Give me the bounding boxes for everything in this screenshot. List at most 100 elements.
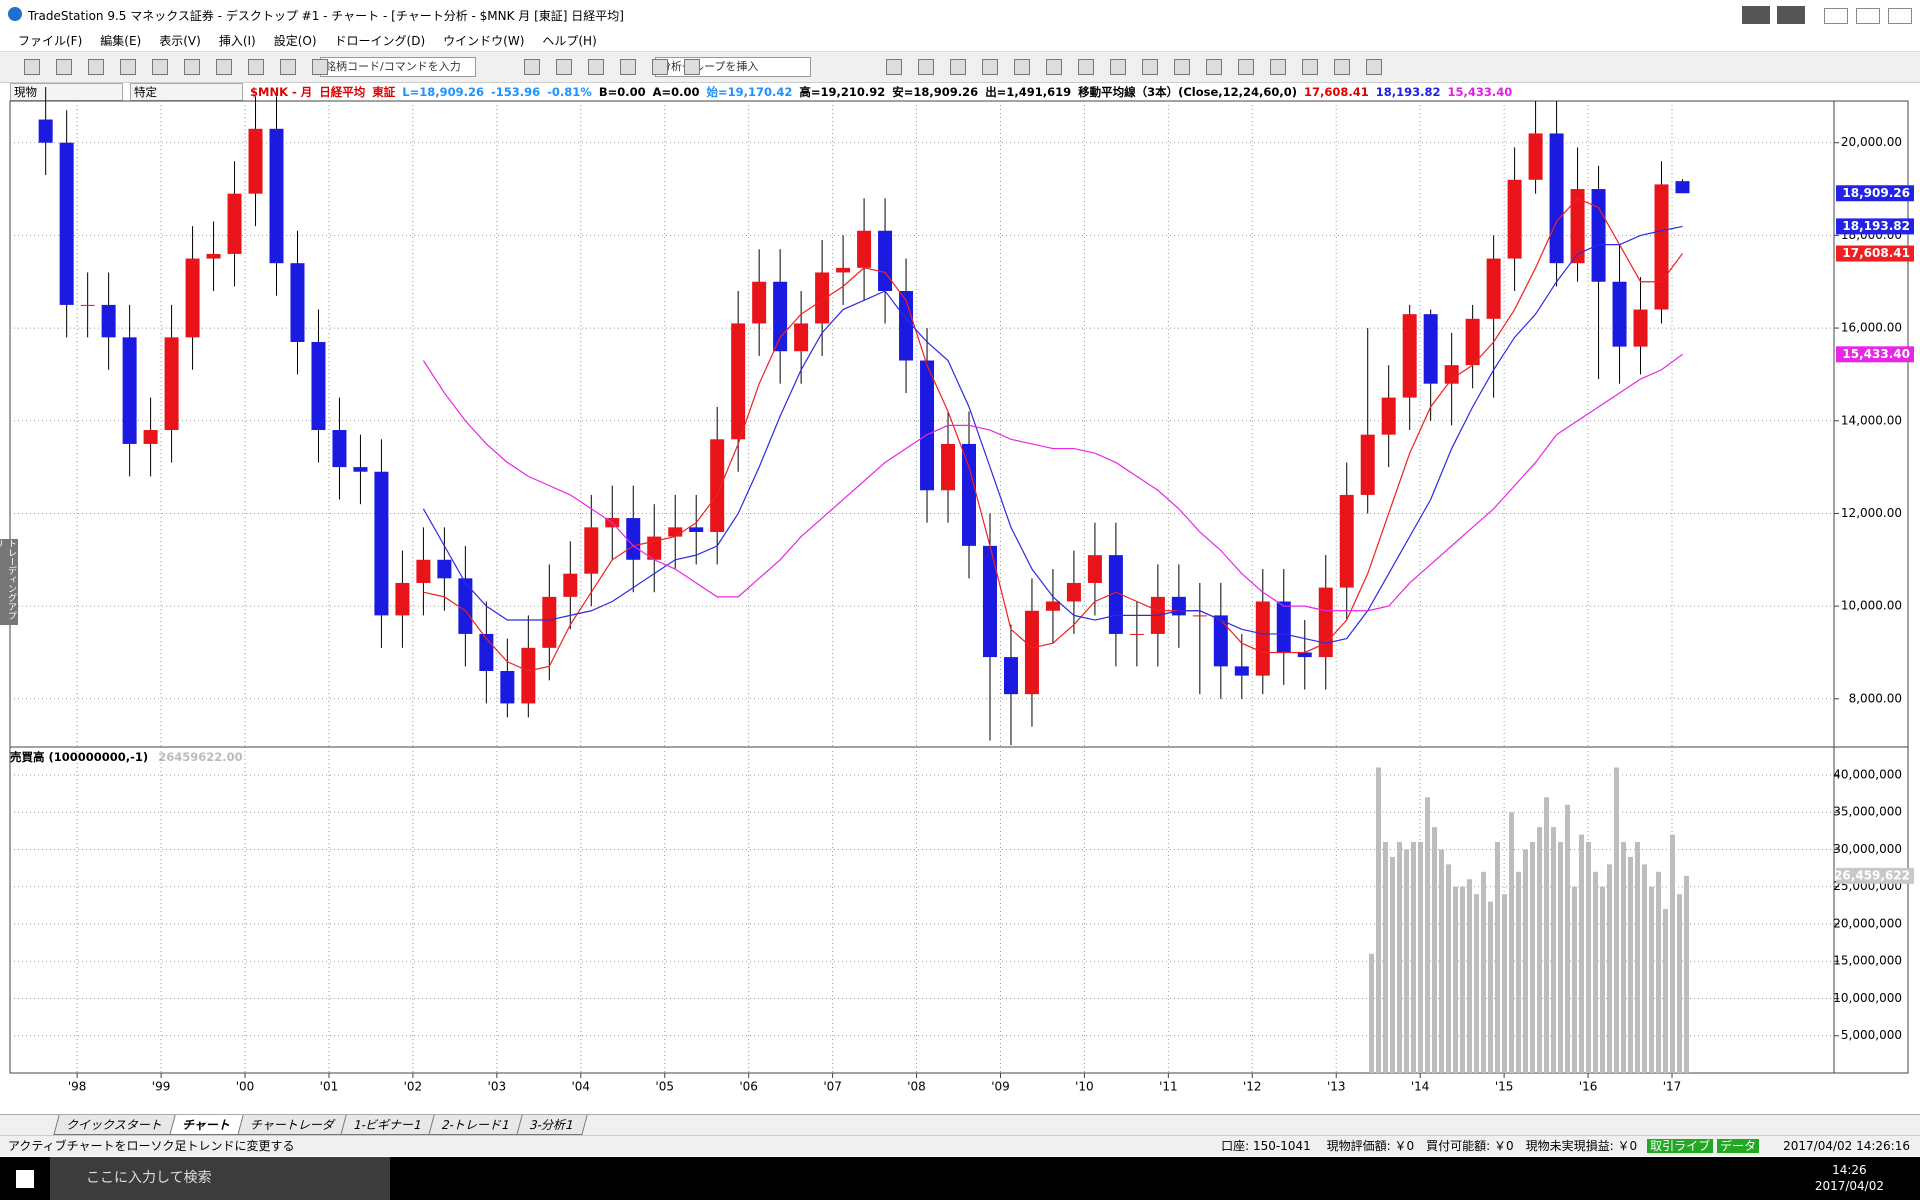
clock-date: 2017/04/02 — [1814, 1179, 1884, 1193]
account: 口座: 150-1041 — [1221, 1139, 1311, 1153]
start-button[interactable] — [16, 1170, 34, 1188]
x-tick-label: '00 — [236, 1080, 255, 1094]
maximize[interactable] — [1856, 8, 1880, 24]
menu-item[interactable]: ファイル(F) — [18, 34, 83, 48]
menu-item[interactable]: ドローイング(D) — [334, 34, 426, 48]
volume-bar — [1557, 842, 1563, 1073]
volume-bar — [1494, 842, 1500, 1073]
side-tab[interactable]: トレーディングアプリ — [0, 539, 18, 625]
x-tick-label: '13 — [1327, 1080, 1346, 1094]
i-button[interactable] — [1777, 6, 1805, 24]
price-badge — [1836, 346, 1914, 363]
info-item: B=0.00 — [598, 85, 646, 99]
status-item: 現物評価額: ￥0 — [1326, 1139, 1415, 1153]
tab[interactable]: チャート — [168, 1115, 245, 1135]
candle-body — [227, 193, 242, 254]
close[interactable] — [1888, 8, 1912, 24]
tab[interactable]: 3-分析1 — [515, 1115, 587, 1135]
live-indicator: 取引ライブ — [1647, 1139, 1714, 1153]
info-item: 移動平均線（3本）(Close,12,24,60,0) — [1078, 85, 1298, 99]
price-badge — [1836, 245, 1914, 262]
menu-bar: ファイル(F) 編集(E) 表示(V) 挿入(I) 設定(O) ドローイング(D) ウインド… — [0, 29, 1920, 51]
toolbar-icon — [524, 59, 540, 75]
volume-bar — [1578, 834, 1584, 1073]
price-badge-label: 17,608.41 — [1842, 246, 1910, 260]
x-tick-label: '12 — [1243, 1080, 1262, 1094]
candle-body — [1549, 133, 1564, 264]
menu-item[interactable]: 設定(O) — [273, 34, 317, 48]
volume-bar — [1375, 767, 1381, 1073]
toolbar-icon — [1046, 59, 1062, 75]
candle-body — [1024, 610, 1039, 695]
candle-body — [353, 467, 368, 472]
candle-body — [416, 559, 431, 583]
toolbar-icon — [248, 59, 264, 75]
symbol-input[interactable]: 銘柄コード/コマンドを入力 — [320, 57, 476, 77]
menu-item[interactable]: 表示(V) — [159, 34, 201, 48]
s-button[interactable] — [1742, 6, 1770, 24]
menu-item[interactable]: ヘルプ(H) — [542, 34, 597, 48]
candle-body — [982, 545, 997, 658]
status-time: 2017/04/02 14:26:16 — [1783, 1139, 1910, 1153]
tab[interactable]: 2-トレード1 — [428, 1115, 524, 1135]
menu-item[interactable]: ウインドウ(W) — [443, 34, 525, 48]
toolbar-icon — [1014, 59, 1030, 75]
toolbar-icon — [216, 59, 232, 75]
candle-body — [1591, 189, 1606, 282]
y-tick-label: 10,000,000 — [1833, 991, 1902, 1005]
candle-body — [878, 230, 893, 291]
candle-body — [164, 337, 179, 431]
y-tick-label: 8,000.00 — [1849, 691, 1902, 705]
price-badge — [1836, 218, 1914, 235]
candle-body — [374, 471, 389, 616]
search-box[interactable]: ここに入力して検索 — [50, 1157, 390, 1200]
selector[interactable]: 特定 — [130, 83, 243, 101]
candle-body — [1066, 582, 1081, 602]
x-tick-label: '11 — [1159, 1080, 1178, 1094]
x-tick-label: '01 — [320, 1080, 339, 1094]
volume-bar — [1396, 842, 1402, 1073]
volume-value: 26459622.00 — [158, 750, 243, 764]
price-badge — [1836, 867, 1914, 884]
candle-body — [1192, 615, 1207, 617]
candle-body — [1213, 615, 1228, 667]
tab[interactable]: 1-ビギナー1 — [340, 1115, 436, 1135]
candle-body — [1675, 181, 1690, 194]
candle-body — [1276, 601, 1291, 653]
candle-body — [1528, 133, 1543, 180]
tab[interactable]: クイックスタート — [53, 1115, 177, 1135]
candle-body — [521, 647, 536, 704]
menu-item[interactable]: 挿入(I) — [218, 34, 256, 48]
taskbar: ここに入力して検索 14:26 2017/04/02 — [0, 1157, 1920, 1200]
volume-bar — [1648, 886, 1654, 1073]
candle-body — [1339, 494, 1354, 588]
price-badge-label: 18,193.82 — [1842, 219, 1910, 233]
candle-body — [1129, 633, 1144, 635]
tab-nav — [0, 1127, 58, 1129]
toolbar-icon — [982, 59, 998, 75]
x-tick-label: '06 — [739, 1080, 758, 1094]
tab[interactable]: チャートレーダ — [236, 1115, 349, 1135]
volume-bar — [1431, 827, 1437, 1073]
x-tick-label: '08 — [907, 1080, 926, 1094]
volume-bar — [1620, 842, 1626, 1073]
volume-bar — [1634, 842, 1640, 1073]
candle-body — [542, 596, 557, 648]
candle-body — [1381, 397, 1396, 435]
toolbar: 銘柄コード/コマンドを入力 分析グループを挿入 — [0, 51, 1920, 83]
candle-body — [1423, 314, 1438, 384]
group-input[interactable]: 分析グループを挿入 — [655, 57, 811, 77]
candle-body — [122, 337, 137, 444]
candle-body — [710, 439, 725, 532]
candle-body — [437, 559, 452, 579]
volume-bar — [1368, 953, 1374, 1073]
candle-body — [941, 443, 956, 491]
info-item: 東証 — [372, 85, 396, 99]
info-item: -153.96 — [490, 85, 541, 99]
candle-body — [1108, 555, 1123, 634]
volume-bar — [1480, 871, 1486, 1073]
menu-item[interactable]: 編集(E) — [100, 34, 142, 48]
minimize[interactable] — [1824, 8, 1848, 24]
toolbar-icon — [120, 59, 136, 75]
